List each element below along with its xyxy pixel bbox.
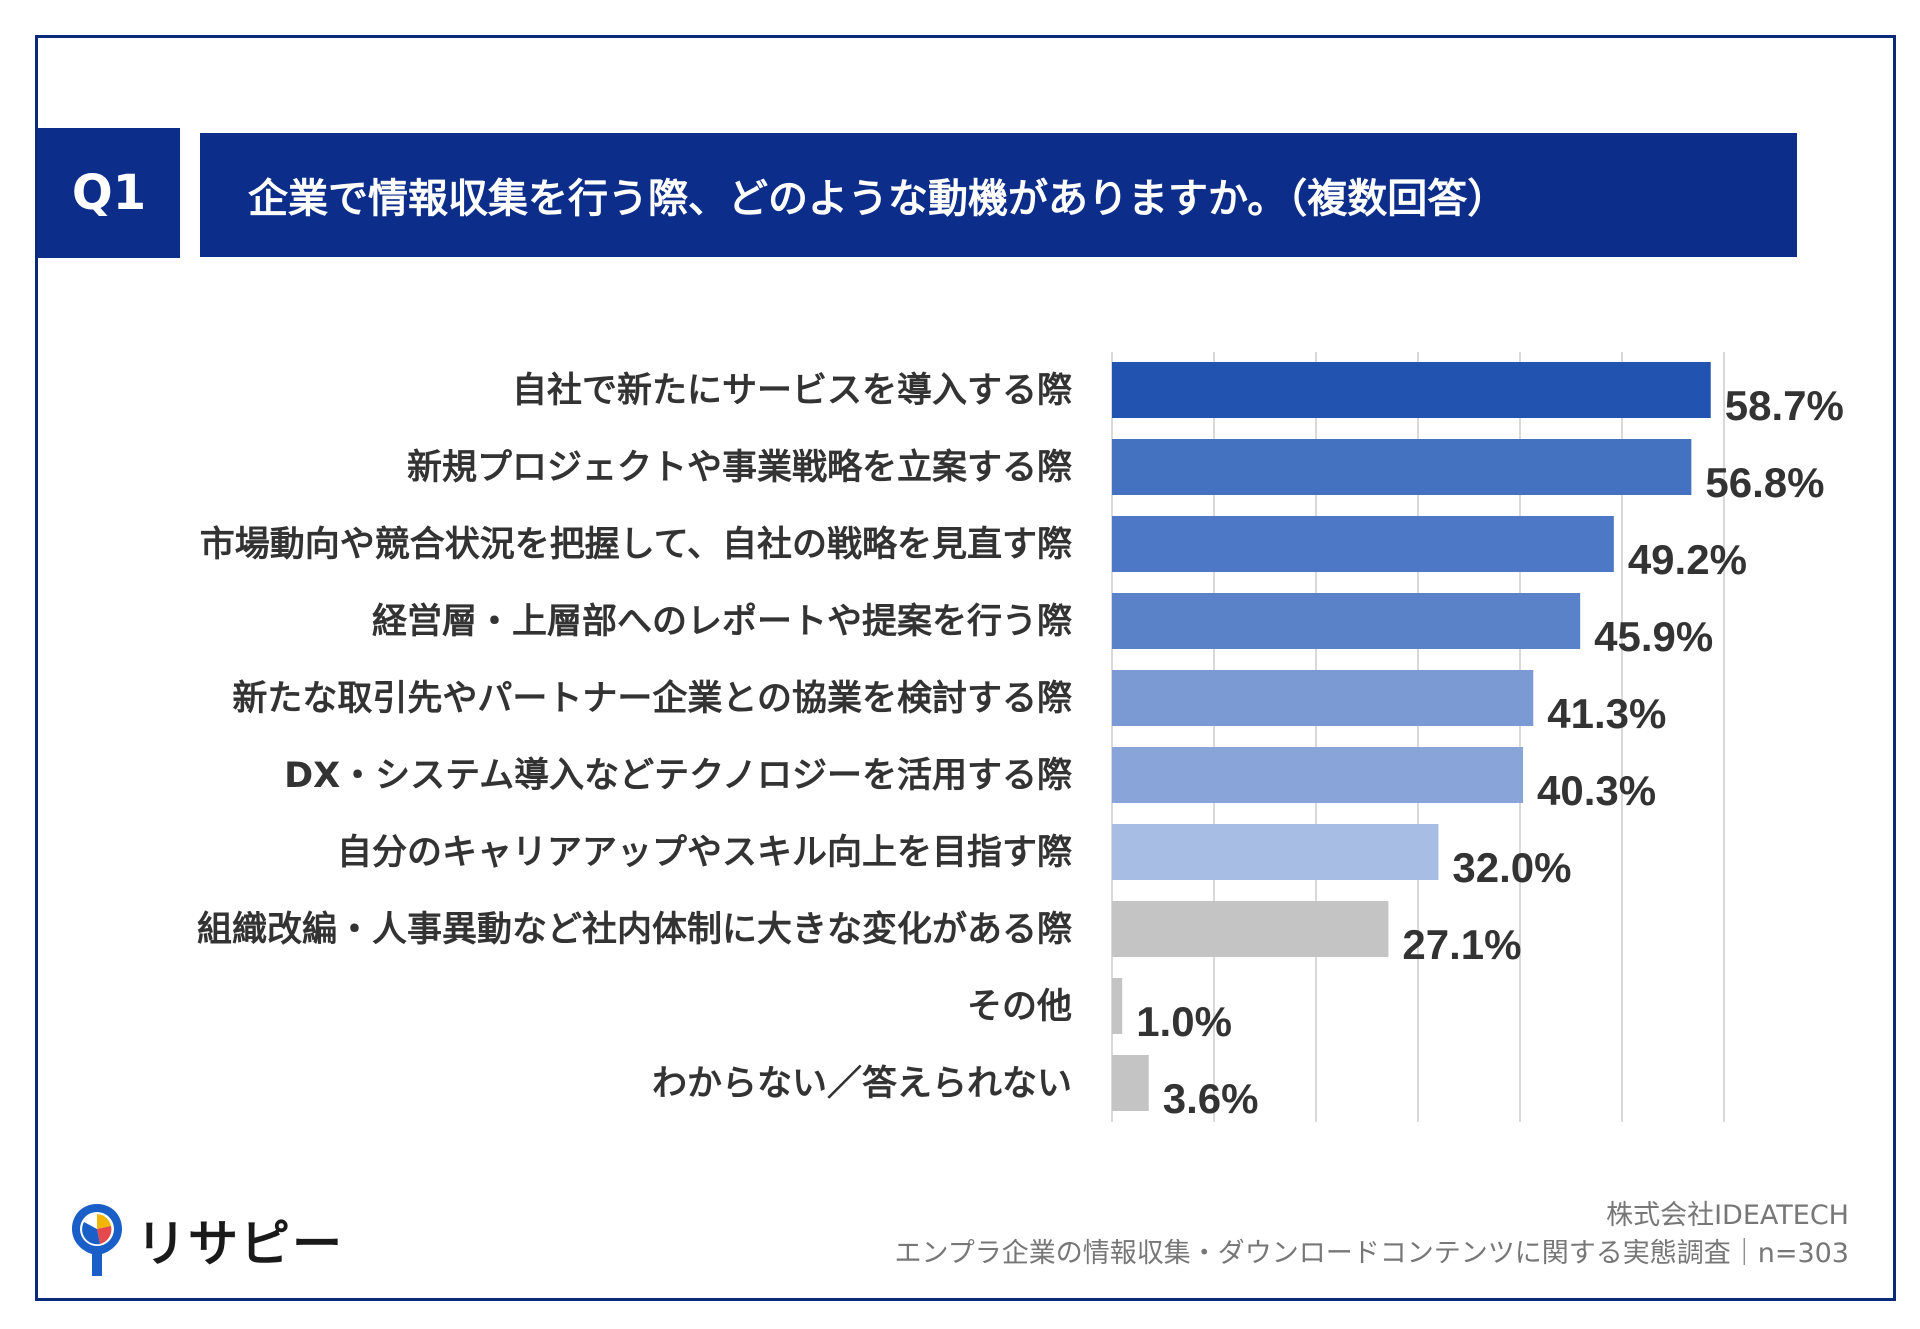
category-label: 新たな取引先やパートナー企業との協業を検討する際	[232, 678, 1072, 719]
category-label: その他	[967, 987, 1072, 1027]
category-label: 経営層・上層部へのレポートや提案を行う際	[372, 601, 1072, 642]
question-number-badge: Q1	[38, 128, 180, 258]
bar	[1112, 747, 1524, 803]
data-label: 41.3%	[1547, 690, 1666, 737]
data-label: 32.0%	[1452, 844, 1571, 891]
data-label: 3.6%	[1163, 1075, 1259, 1122]
category-label: わからない／答えられない	[652, 1064, 1072, 1104]
data-label: 1.0%	[1136, 998, 1232, 1045]
brand-logo: リサピー	[70, 1200, 344, 1280]
bar	[1112, 824, 1439, 880]
footer-survey: エンプラ企業の情報収集・ダウンロードコンテンツに関する実態調査｜n=303	[894, 1238, 1849, 1269]
data-label: 49.2%	[1628, 536, 1747, 583]
chart-frame: Q1 企業で情報収集を行う際、どのような動機がありますか。（複数回答）	[35, 35, 1896, 1301]
category-label: 市場動向や競合状況を把握して、自社の戦略を見直す際	[200, 525, 1072, 565]
pin-pie-icon	[72, 1204, 122, 1276]
data-label: 45.9%	[1594, 613, 1713, 660]
data-label: 27.1%	[1402, 921, 1521, 968]
bar	[1112, 593, 1581, 649]
category-label: 自分のキャリアアップやスキル向上を目指す際	[337, 833, 1072, 873]
bar	[1112, 1055, 1149, 1111]
data-label: 58.7%	[1725, 382, 1844, 429]
data-label: 40.3%	[1537, 767, 1656, 814]
bar	[1112, 901, 1389, 957]
category-label: 新規プロジェクトや事業戦略を立案する際	[407, 448, 1072, 488]
footer-company: 株式会社IDEATECH	[1606, 1200, 1849, 1231]
bar	[1112, 516, 1614, 572]
bar	[1112, 439, 1692, 495]
bar	[1112, 978, 1123, 1034]
category-label: 自社で新たにサービスを導入する際	[512, 371, 1072, 411]
bar	[1112, 362, 1711, 418]
category-label: DX・システム導入などテクノロジーを活用する際	[284, 756, 1072, 796]
question-title: 企業で情報収集を行う際、どのような動機がありますか。（複数回答）	[200, 133, 1797, 257]
brand-logo-text: リサピー	[136, 1215, 344, 1273]
data-label: 56.8%	[1705, 459, 1824, 506]
category-label: 組織改編・人事異動など社内体制に大きな変化がある際	[197, 909, 1072, 950]
bar	[1112, 670, 1534, 726]
